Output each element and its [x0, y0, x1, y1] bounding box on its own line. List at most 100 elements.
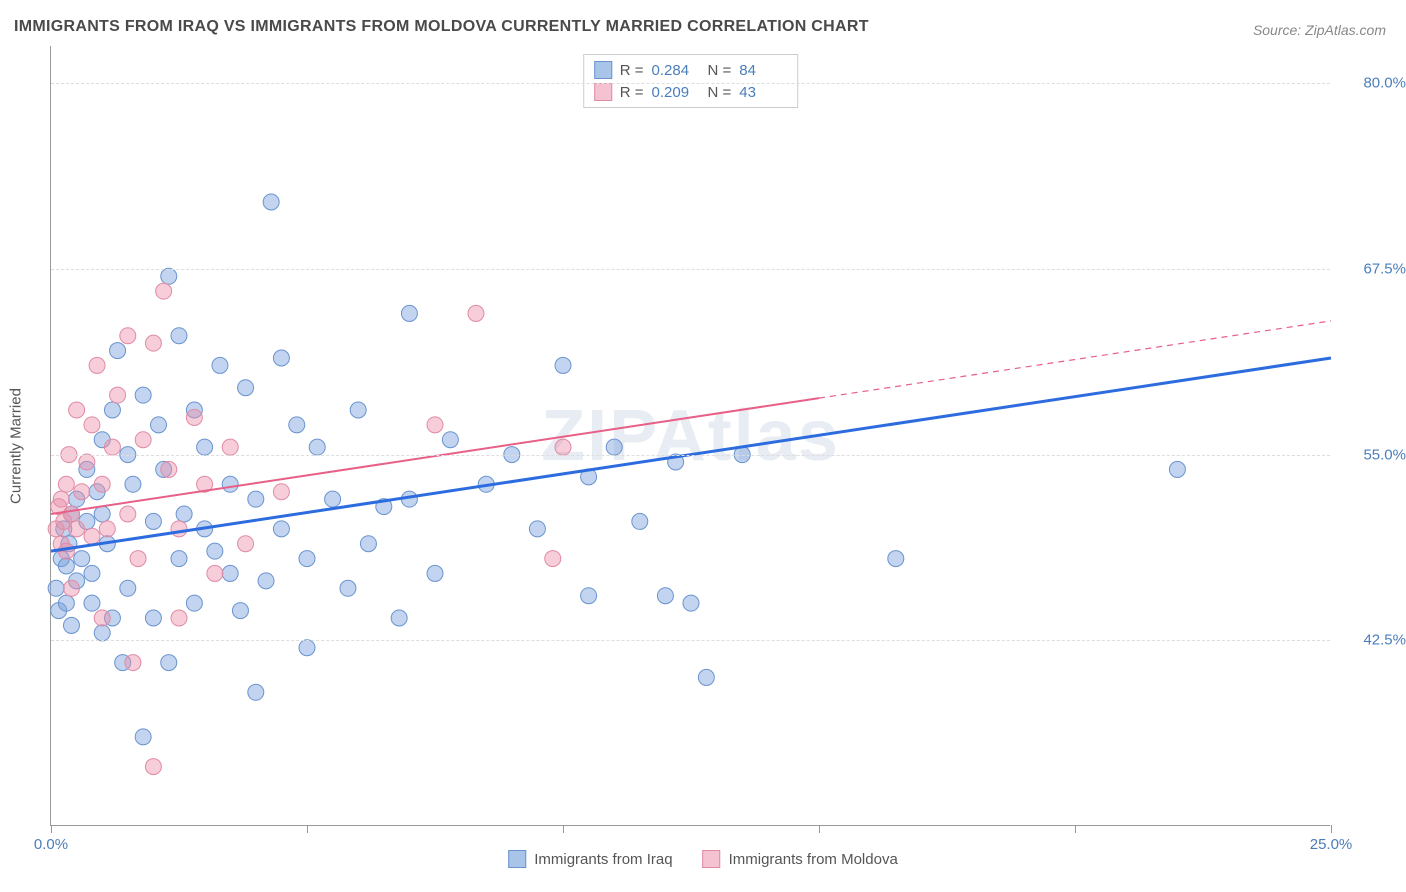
data-point: [125, 655, 141, 671]
gridline: [51, 640, 1330, 641]
data-point: [69, 521, 85, 537]
data-point: [120, 580, 136, 596]
y-tick-label: 55.0%: [1363, 446, 1406, 463]
stats-row: R =0.209N =43: [594, 81, 788, 103]
data-point: [161, 461, 177, 477]
data-point: [683, 595, 699, 611]
stats-legend: R =0.284N =84R =0.209N =43: [583, 54, 799, 108]
x-tick: [819, 825, 820, 833]
data-point: [104, 439, 120, 455]
data-point: [263, 194, 279, 210]
data-point: [581, 588, 597, 604]
data-point: [120, 328, 136, 344]
data-point: [468, 305, 484, 321]
n-value: 43: [739, 84, 787, 101]
data-point: [161, 655, 177, 671]
data-point: [258, 573, 274, 589]
series-swatch: [594, 61, 612, 79]
n-label: N =: [708, 62, 732, 79]
data-point: [186, 595, 202, 611]
data-point: [58, 595, 74, 611]
data-point: [84, 565, 100, 581]
data-point: [145, 335, 161, 351]
data-point: [74, 484, 90, 500]
y-tick-label: 42.5%: [1363, 632, 1406, 649]
data-point: [289, 417, 305, 433]
x-tick: [1331, 825, 1332, 833]
gridline: [51, 455, 1330, 456]
data-point: [58, 476, 74, 492]
y-tick-label: 67.5%: [1363, 260, 1406, 277]
gridline: [51, 83, 1330, 84]
data-point: [171, 328, 187, 344]
x-tick-label: 0.0%: [34, 836, 68, 853]
data-point: [238, 536, 254, 552]
data-point: [186, 409, 202, 425]
data-point: [151, 417, 167, 433]
legend-item: Immigrants from Iraq: [508, 850, 672, 868]
data-point: [171, 551, 187, 567]
data-point: [130, 551, 146, 567]
series-swatch: [594, 83, 612, 101]
data-point: [529, 521, 545, 537]
legend-item: Immigrants from Moldova: [703, 850, 898, 868]
data-point: [171, 521, 187, 537]
series-swatch: [508, 850, 526, 868]
data-point: [53, 491, 69, 507]
data-point: [161, 268, 177, 284]
data-point: [442, 432, 458, 448]
data-point: [135, 387, 151, 403]
data-point: [222, 565, 238, 581]
data-point: [63, 617, 79, 633]
data-point: [94, 625, 110, 641]
data-point: [135, 432, 151, 448]
y-axis-label: Currently Married: [8, 388, 25, 504]
data-point: [888, 551, 904, 567]
data-point: [197, 439, 213, 455]
data-point: [84, 528, 100, 544]
data-point: [110, 343, 126, 359]
source-label: Source: ZipAtlas.com: [1253, 22, 1386, 38]
data-point: [238, 380, 254, 396]
data-point: [63, 506, 79, 522]
n-label: N =: [708, 84, 732, 101]
chart-title: IMMIGRANTS FROM IRAQ VS IMMIGRANTS FROM …: [14, 18, 869, 36]
data-point: [171, 610, 187, 626]
data-point: [698, 669, 714, 685]
data-point: [94, 506, 110, 522]
x-tick: [1075, 825, 1076, 833]
x-tick: [307, 825, 308, 833]
data-point: [207, 543, 223, 559]
data-point: [309, 439, 325, 455]
data-point: [545, 551, 561, 567]
r-value: 0.284: [652, 62, 700, 79]
data-point: [145, 513, 161, 529]
data-point: [248, 684, 264, 700]
series-legend: Immigrants from Iraq Immigrants from Mold…: [508, 850, 898, 868]
data-point: [299, 551, 315, 567]
data-point: [84, 595, 100, 611]
data-point: [79, 454, 95, 470]
data-point: [350, 402, 366, 418]
chart-svg: [51, 46, 1330, 825]
data-point: [58, 558, 74, 574]
data-point: [299, 640, 315, 656]
data-point: [606, 439, 622, 455]
data-point: [74, 551, 90, 567]
data-point: [125, 476, 141, 492]
data-point: [248, 491, 264, 507]
data-point: [104, 402, 120, 418]
data-point: [145, 610, 161, 626]
legend-label: Immigrants from Iraq: [534, 851, 672, 868]
data-point: [273, 350, 289, 366]
data-point: [84, 417, 100, 433]
series-swatch: [703, 850, 721, 868]
data-point: [401, 305, 417, 321]
data-point: [94, 610, 110, 626]
x-tick: [51, 825, 52, 833]
data-point: [632, 513, 648, 529]
data-point: [657, 588, 673, 604]
data-point: [222, 439, 238, 455]
x-tick-label: 25.0%: [1310, 836, 1353, 853]
n-value: 84: [739, 62, 787, 79]
